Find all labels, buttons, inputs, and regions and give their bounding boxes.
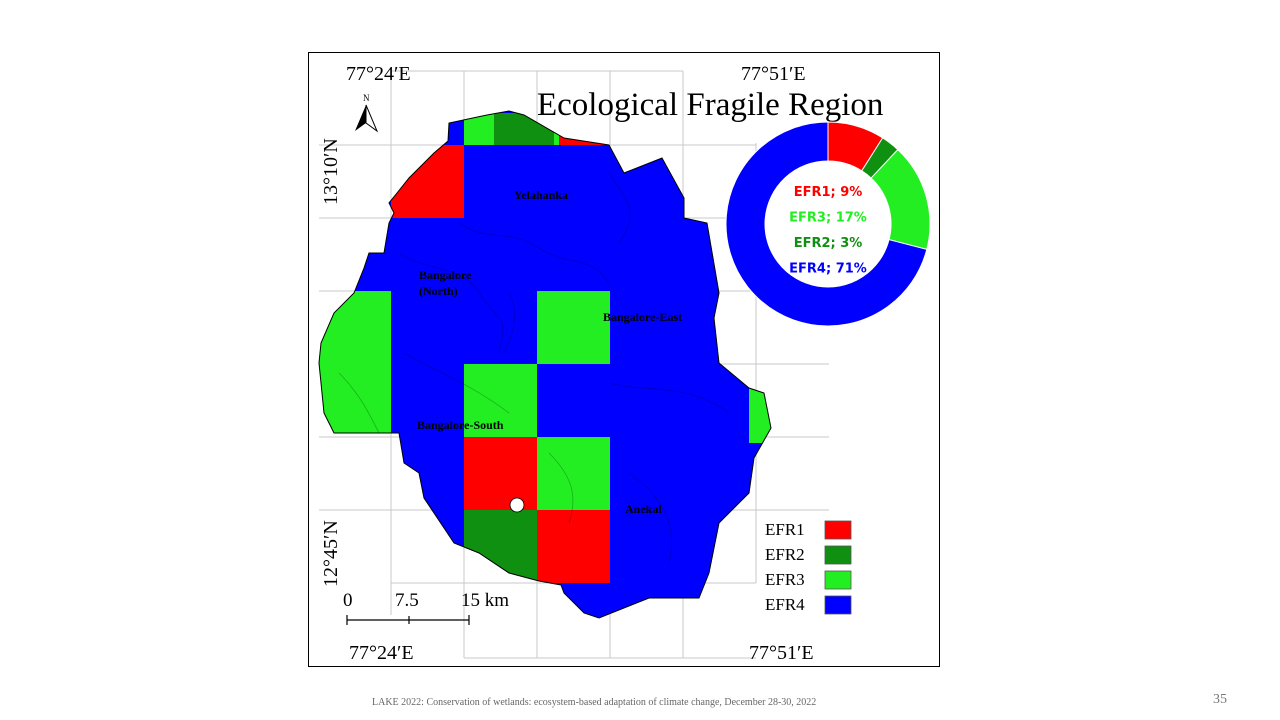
district-boundary	[318, 110, 772, 619]
region-label-yelahanka: Yelahanka	[514, 188, 568, 202]
legend-swatch-efr4	[824, 595, 852, 615]
coord-bottom-right: 77°51′E	[749, 642, 814, 664]
legend-label-efr1: EFR1	[765, 520, 805, 539]
efr3-cell-east	[537, 291, 610, 364]
efr1-cell-south	[464, 437, 537, 510]
region-label-bangalore-east: Bangalore-East	[603, 310, 682, 324]
scale-label-7-5: 7.5	[395, 590, 419, 611]
region-label-anekal: Anekal	[625, 502, 662, 516]
donut-label-efr4: EFR4; 71%	[789, 261, 867, 276]
coord-left-bottom: 12°45′N	[320, 520, 342, 587]
lake-feature	[509, 497, 525, 513]
efr3-cell-edge	[749, 383, 771, 443]
legend-label-efr4: EFR4	[765, 595, 805, 614]
efr3-cell-west-2	[319, 364, 391, 437]
svg-text:N: N	[363, 93, 370, 103]
efr-donut-chart: EFR1; 9% EFR3; 17% EFR2; 3% EFR4; 71%	[725, 121, 931, 327]
efr1-cell-southeast	[537, 510, 610, 583]
legend-label-efr2: EFR2	[765, 545, 805, 564]
legend-swatch-efr3	[824, 570, 852, 590]
slide-number: 35	[1213, 692, 1227, 707]
donut-label-efr2: EFR2; 3%	[794, 236, 863, 251]
map-figure: Yelahanka Bangalore (North) Bangalore-Ea…	[308, 52, 940, 667]
coord-top-left: 77°24′E	[346, 63, 411, 85]
efr3-cell-south	[464, 364, 537, 437]
donut-label-efr3: EFR3; 17%	[789, 210, 867, 225]
efr3-cell-center	[537, 437, 610, 510]
north-arrow-icon: N	[355, 93, 379, 133]
map-svg: Yelahanka Bangalore (North) Bangalore-Ea…	[318, 63, 931, 664]
efr1-cell-north	[391, 145, 464, 218]
legend-label-efr3: EFR3	[765, 570, 805, 589]
region-label-bangalore-south: Bangalore-South	[417, 418, 504, 432]
scale-bar: 0 7.5 15 km	[343, 590, 509, 625]
coord-bottom-left: 77°24′E	[349, 642, 414, 664]
donut-label-efr1: EFR1; 9%	[794, 185, 863, 200]
district-map	[319, 111, 771, 618]
efr1-cell-top	[559, 133, 610, 145]
scale-label-0: 0	[343, 590, 353, 611]
legend-swatch-efr2	[824, 545, 852, 565]
region-label-bangalore-north: Bangalore	[419, 268, 472, 282]
coord-left-top: 13°10′N	[320, 138, 342, 205]
map-title: Ecological Fragile Region	[537, 87, 883, 123]
legend-swatch-efr1	[824, 520, 852, 540]
donut-slice-efr4	[725, 121, 928, 327]
legend: EFR1 EFR2 EFR3 EFR4	[765, 520, 852, 615]
region-label-bangalore-north-2: (North)	[419, 284, 458, 298]
coord-top-right: 77°51′E	[741, 63, 806, 85]
scale-label-15: 15 km	[461, 590, 509, 611]
efr2-cell-south	[464, 510, 537, 583]
footer-text: LAKE 2022: Conservation of wetlands: eco…	[372, 697, 817, 708]
